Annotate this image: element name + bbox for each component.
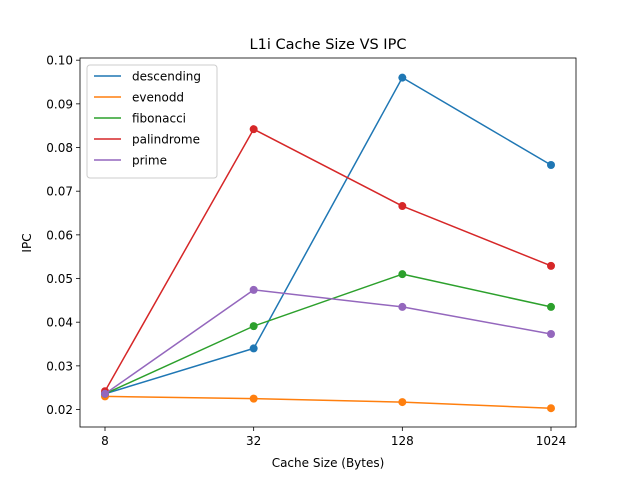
- data-point-fibonacci: [249, 322, 258, 331]
- data-point-descending: [398, 73, 407, 82]
- plot-area: 8 32 128 1024 0.02 0.03 0.04 0.05 0.06 0.07 0.08 0.…: [46, 54, 577, 448]
- y-tick-label: 0.02: [46, 403, 73, 417]
- legend-label-evenodd: evenodd: [132, 91, 184, 105]
- legend-label-prime: prime: [132, 154, 167, 168]
- legend-label-fibonacci: fibonacci: [132, 112, 186, 126]
- y-tick-label: 0.03: [46, 359, 73, 373]
- chart-title: L1i Cache Size VS IPC: [250, 37, 407, 53]
- data-point-prime: [101, 389, 109, 398]
- series-line-fibonacci: [104, 273, 552, 395]
- series-line-descending: [104, 76, 552, 395]
- data-point-fibonacci: [547, 302, 555, 311]
- y-axis-label: IPC: [20, 233, 34, 252]
- series-line-palindrome: [104, 128, 552, 392]
- y-tick-label: 0.07: [46, 185, 73, 199]
- data-point-descending: [547, 160, 555, 169]
- axes-frame: [79, 57, 577, 428]
- series-line-prime: [104, 289, 552, 395]
- data-point-prime: [398, 302, 407, 311]
- data-point-evenodd: [398, 398, 407, 407]
- x-axis-label: Cache Size (Bytes): [272, 456, 385, 470]
- y-tick-label: 0.05: [46, 272, 73, 286]
- y-tick-label: 0.09: [46, 97, 73, 111]
- data-point-palindrome: [547, 261, 555, 270]
- data-point-fibonacci: [398, 270, 407, 279]
- legend-label-descending: descending: [132, 70, 201, 84]
- data-point-prime: [547, 329, 555, 338]
- data-point-evenodd: [547, 404, 555, 413]
- data-point-descending: [249, 344, 258, 353]
- x-tick-label: 8: [101, 434, 109, 448]
- y-tick-label: 0.04: [46, 316, 73, 330]
- y-tick-label: 0.08: [46, 141, 73, 155]
- y-tick-label: 0.06: [46, 228, 73, 242]
- legend-label-palindrome: palindrome: [132, 133, 200, 147]
- x-tick-label: 128: [391, 434, 414, 448]
- data-point-palindrome: [398, 202, 407, 211]
- legend-box: [86, 64, 218, 179]
- data-point-palindrome: [249, 125, 258, 134]
- y-tick-label: 0.10: [46, 54, 73, 68]
- data-point-prime: [249, 285, 258, 294]
- x-tick-label: 32: [246, 434, 261, 448]
- series-line-evenodd: [104, 395, 552, 409]
- data-point-evenodd: [249, 394, 258, 403]
- x-tick-label: 1024: [536, 434, 567, 448]
